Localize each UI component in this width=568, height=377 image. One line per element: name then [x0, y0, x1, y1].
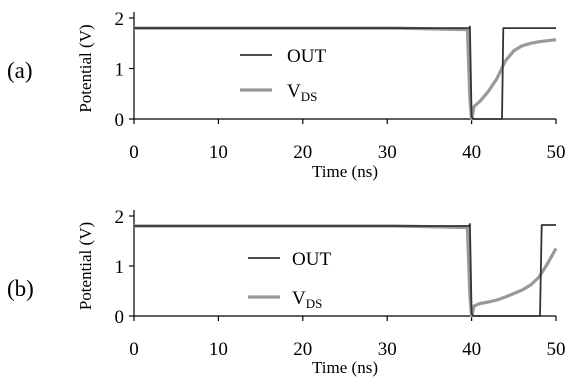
x-tick-label: 20 [293, 142, 312, 163]
legend-vds-label: VDS [287, 81, 317, 104]
x-tick-label: 10 [209, 142, 228, 163]
x-tick-label: 0 [129, 339, 139, 360]
x-tick-label: 50 [547, 142, 566, 163]
panel-label: (a) [7, 58, 33, 83]
y-tick-label: 2 [115, 9, 125, 30]
legend-label-main: V [292, 288, 306, 309]
legend-label-main: OUT [292, 249, 331, 270]
x-tick-label: 30 [378, 339, 397, 360]
panel-label: (b) [7, 276, 34, 301]
y-tick-label: 2 [115, 207, 125, 228]
x-tick-label: 30 [378, 142, 397, 163]
x-axis-title: Time (ns) [312, 358, 378, 377]
legend-out-label: OUT [292, 249, 331, 270]
series-out-line [134, 223, 556, 317]
y-tick-label: 0 [115, 307, 125, 328]
x-axis-title: Time (ns) [312, 162, 378, 181]
series-out-line [134, 25, 556, 120]
legend-label-main: OUT [287, 46, 326, 67]
y-tick-label: 1 [115, 257, 125, 278]
legend-out-label: OUT [287, 46, 326, 67]
x-tick-label: 20 [293, 339, 312, 360]
y-axis-title: Potential (V) [76, 24, 95, 112]
y-axis-title: Potential (V) [76, 222, 95, 310]
y-tick-label: 1 [115, 60, 125, 81]
legend-vds-label: VDS [292, 288, 322, 311]
x-tick-label: 40 [462, 339, 481, 360]
legend-label-subscript: DS [301, 89, 318, 104]
series-vds-line [134, 224, 558, 318]
y-tick-label: 0 [115, 110, 125, 131]
legend-label-main: V [287, 81, 301, 102]
x-tick-label: 50 [547, 339, 566, 360]
x-tick-label: 0 [129, 142, 139, 163]
series-vds-line [134, 26, 557, 121]
x-tick-label: 40 [462, 142, 481, 163]
x-tick-label: 10 [209, 339, 228, 360]
legend-label-subscript: DS [306, 296, 323, 311]
